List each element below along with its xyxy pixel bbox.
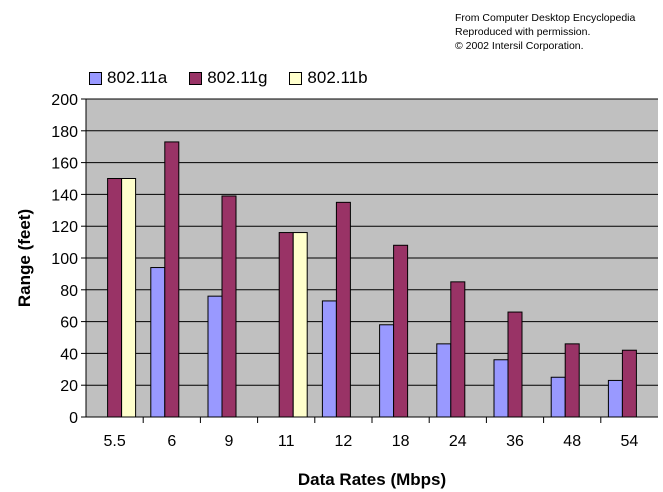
- y-tick-label: 120: [51, 219, 78, 236]
- x-tick-label: 54: [621, 433, 639, 450]
- bar-802-11g-18: [393, 244, 409, 418]
- legend-item-802-11g: 802.11g: [189, 68, 267, 88]
- legend-swatch-802-11a: [89, 71, 102, 85]
- bar-802-11g-12: [335, 201, 351, 418]
- y-tick-labels: 0 20 40 60 80 100 120 140 160 180 200: [51, 92, 78, 427]
- bar-802-11a-12: [321, 300, 337, 418]
- y-tick-label: 80: [60, 283, 78, 300]
- chart-legend: 802.11a 802.11g 802.11b: [89, 66, 390, 90]
- y-tick-label: 40: [60, 346, 78, 363]
- bar-802-11g-5-5: [107, 178, 123, 418]
- y-tick-label: 200: [51, 92, 78, 109]
- x-tick-label: 11: [278, 433, 295, 450]
- y-tick-label: 160: [51, 156, 78, 173]
- x-tick-label: 18: [392, 433, 410, 450]
- y-tick-label: 20: [60, 378, 78, 395]
- credit-line-1: From Computer Desktop Encyclopedia: [455, 12, 636, 24]
- bar-802-11a-54: [607, 379, 623, 418]
- bar-802-11g-9: [221, 195, 237, 418]
- x-tick-label: 12: [335, 433, 353, 450]
- bar-802-11a-9: [207, 295, 223, 418]
- legend-swatch-802-11g: [189, 71, 203, 85]
- y-axis-title: Range (feet): [15, 209, 34, 307]
- bar-802-11g-36: [507, 311, 523, 418]
- bar-802-11a-24: [436, 343, 452, 418]
- bar-802-11g-48: [564, 343, 580, 418]
- y-tick-label: 140: [51, 187, 78, 204]
- bars: [107, 141, 637, 418]
- credit-line-3: © 2002 Intersil Corporation.: [455, 40, 584, 52]
- x-axis-title: Data Rates (Mbps): [298, 470, 446, 489]
- axes: [81, 98, 658, 423]
- y-tick-label: 100: [51, 251, 78, 268]
- legend-item-802-11a: 802.11a: [89, 68, 167, 88]
- x-tick-labels: 5.5 6 9 11 12 18 24 36 48 54: [103, 433, 638, 450]
- y-tick-label: 0: [69, 410, 78, 427]
- x-tick-label: 48: [563, 433, 581, 450]
- bar-802-11b-5-5: [121, 178, 137, 418]
- bar-802-11g-54: [621, 349, 637, 418]
- x-tick-label: 36: [506, 433, 524, 450]
- bar-802-11a-36: [493, 359, 509, 418]
- y-tick-label: 60: [60, 315, 78, 332]
- x-tick-label: 24: [449, 433, 467, 450]
- x-tick-label: 6: [167, 433, 176, 450]
- bar-802-11g-11: [278, 232, 294, 418]
- legend-label-802-11a: 802.11a: [107, 68, 168, 87]
- bar-802-11b-11: [292, 232, 308, 418]
- legend-item-802-11b: 802.11b: [289, 68, 368, 88]
- legend-label-802-11g: 802.11g: [207, 68, 268, 87]
- x-tick-label: 9: [225, 433, 234, 450]
- legend-label-802-11b: 802.11b: [307, 68, 368, 87]
- legend-swatch-802-11b: [289, 71, 303, 85]
- bar-802-11g-24: [450, 281, 466, 418]
- bar-802-11a-6: [150, 267, 166, 418]
- bar-802-11g-6: [164, 141, 180, 418]
- credit-line-2: Reproduced with permission.: [455, 26, 591, 38]
- y-tick-label: 180: [51, 124, 78, 141]
- bar-802-11a-18: [379, 324, 395, 418]
- credit-note: From Computer Desktop Encyclopedia Repro…: [455, 11, 635, 53]
- bar-802-11a-48: [550, 376, 566, 418]
- x-tick-label: 5.5: [103, 433, 125, 450]
